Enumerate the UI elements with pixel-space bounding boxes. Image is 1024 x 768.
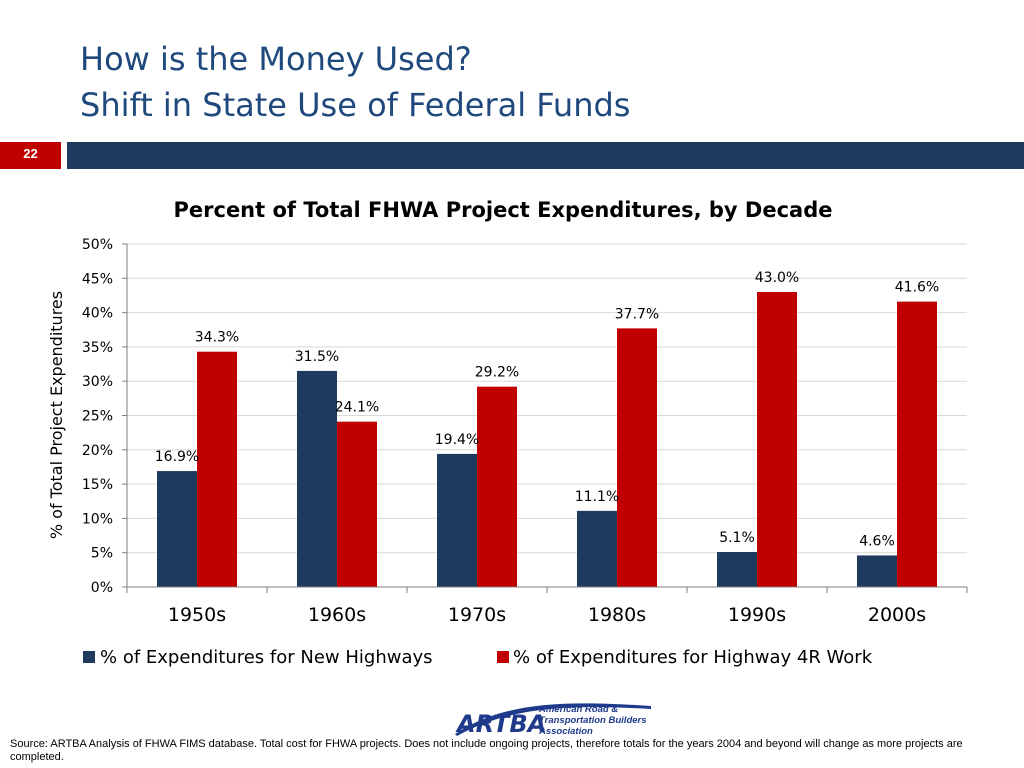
- bar-new-highways-1950s: [157, 471, 197, 587]
- data-label: 24.1%: [335, 400, 379, 416]
- y-tick-label: 25%: [82, 409, 113, 425]
- artba-logo-mark: ARTBA: [455, 703, 651, 738]
- legend-label-new-highways: % of Expenditures for New Highways: [100, 647, 433, 668]
- y-tick-label: 15%: [82, 477, 113, 493]
- logo-letters: ARTBA: [455, 710, 546, 738]
- data-label: 43.0%: [755, 270, 799, 286]
- data-label: 16.9%: [155, 449, 199, 465]
- x-tick-label: 1990s: [728, 604, 786, 626]
- y-tick-label: 40%: [82, 306, 113, 322]
- bar-new-highways-1980s: [577, 510, 617, 587]
- data-label: 37.7%: [615, 306, 659, 322]
- x-tick-label: 1970s: [448, 604, 506, 626]
- bar-4r-work-1980s: [617, 328, 657, 587]
- data-label: 11.1%: [575, 489, 619, 505]
- legend: % of Expenditures for New Highways % of …: [83, 647, 873, 668]
- y-tick-label: 30%: [82, 374, 113, 390]
- bar-4r-work-1960s: [337, 421, 377, 587]
- legend-swatch-4r-work: [497, 651, 509, 663]
- chart-title: Percent of Total FHWA Project Expenditur…: [174, 198, 833, 222]
- x-tick-label: 1950s: [168, 604, 226, 626]
- data-label: 31.5%: [295, 349, 339, 365]
- logo-text-line-2: Transportation Builders: [539, 715, 647, 726]
- y-tick-label: 35%: [82, 340, 113, 356]
- data-label: 29.2%: [475, 365, 519, 381]
- y-tick-label: 10%: [82, 511, 113, 527]
- title-line-1: How is the Money Used?: [80, 40, 472, 78]
- y-tick-label: 20%: [82, 443, 113, 459]
- bar-new-highways-1970s: [437, 453, 477, 587]
- bar-4r-work-1970s: [477, 386, 517, 587]
- logo-text-line-3: Association: [538, 726, 593, 737]
- bar-chart: Percent of Total FHWA Project Expenditur…: [47, 198, 968, 668]
- artba-logo: ARTBA American Road & Transportation Bui…: [455, 703, 651, 738]
- y-axis-ticks: 0% 5% 10% 15% 20% 25% 30% 35% 40% 45% 50%: [82, 237, 128, 596]
- x-axis-ticks: 1950s 1960s 1970s 1980s 1990s 2000s: [126, 587, 968, 626]
- x-tick-label: 2000s: [868, 604, 926, 626]
- y-tick-label: 45%: [82, 271, 113, 287]
- y-tick-label: 50%: [82, 237, 113, 253]
- x-tick-label: 1960s: [308, 604, 366, 626]
- gridlines: [127, 243, 967, 554]
- bar-new-highways-2000s: [857, 555, 897, 587]
- data-label: 34.3%: [195, 330, 239, 346]
- x-tick-label: 1980s: [588, 604, 646, 626]
- bar-new-highways-1990s: [717, 552, 757, 587]
- bar-4r-work-2000s: [897, 301, 937, 587]
- bar-new-highways-1960s: [297, 370, 337, 587]
- data-label: 41.6%: [895, 280, 939, 296]
- y-tick-label: 5%: [91, 546, 113, 562]
- data-label: 4.6%: [859, 533, 895, 549]
- bars: [157, 292, 937, 587]
- legend-label-4r-work: % of Expenditures for Highway 4R Work: [513, 647, 873, 668]
- source-note: Source: ARTBA Analysis of FHWA FIMS data…: [10, 738, 963, 763]
- slide-title: How is the Money Used? Shift in State Us…: [80, 36, 630, 128]
- legend-swatch-new-highways: [83, 651, 95, 663]
- logo-text-line-1: American Road &: [538, 704, 618, 715]
- title-line-2: Shift in State Use of Federal Funds: [80, 86, 631, 124]
- y-axis-label: % of Total Project Expenditures: [47, 291, 66, 539]
- data-label: 19.4%: [435, 432, 479, 448]
- bar-4r-work-1950s: [197, 351, 237, 587]
- header-band: [67, 142, 1024, 169]
- bar-labels: 16.9% 31.5% 19.4% 11.1% 5.1% 4.6% 34.3% 24.1% 29…: [155, 270, 939, 549]
- slide-number: 22: [0, 142, 61, 169]
- y-tick-label: 0%: [91, 580, 113, 596]
- data-label: 5.1%: [719, 530, 755, 546]
- bar-4r-work-1990s: [757, 292, 797, 587]
